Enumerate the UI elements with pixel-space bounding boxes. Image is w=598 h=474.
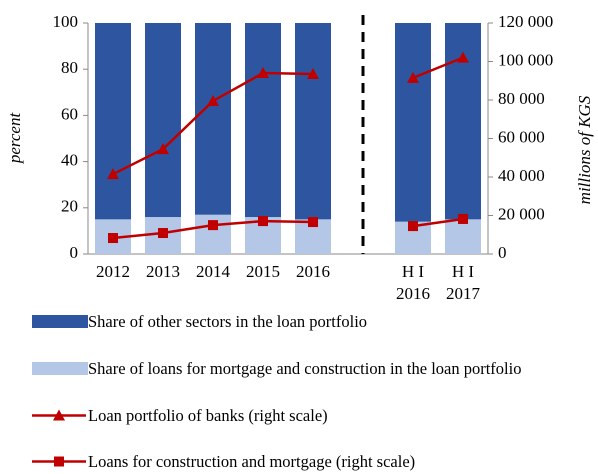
bar-segment xyxy=(445,219,481,254)
legend-label: Loans for construction and mortgage (rig… xyxy=(88,452,416,471)
marker xyxy=(258,216,268,227)
marker xyxy=(157,143,169,155)
y2-tick-label: 80 000 xyxy=(498,89,545,108)
y2-tick-label: 120 000 xyxy=(498,12,553,31)
y2-tick-label: 40 000 xyxy=(498,166,545,185)
legend-swatch xyxy=(30,311,110,332)
legend-icon xyxy=(32,409,86,421)
y2-tick-label: 0 xyxy=(498,243,507,262)
y2-tick-label: 60 000 xyxy=(498,127,545,146)
y-tick-label: 100 xyxy=(53,12,79,31)
legend-label: Loan portfolio of banks (right scale) xyxy=(88,406,328,425)
legend-box xyxy=(32,362,88,375)
legend-swatch xyxy=(30,451,110,472)
legend-entry: Share of other sectors in the loan portf… xyxy=(30,311,590,332)
legend-icon xyxy=(32,362,88,375)
marker xyxy=(108,233,118,244)
marker xyxy=(208,220,218,231)
x-tick-label: H I 2016 xyxy=(396,262,430,300)
legend-icon xyxy=(32,315,88,328)
marker xyxy=(207,94,219,106)
bar-segment xyxy=(245,23,281,218)
x-tick-label: 2015 xyxy=(246,262,280,281)
legend-swatch xyxy=(30,358,110,379)
x-tick-label: 2013 xyxy=(146,262,180,281)
x-tick-label: H I 2017 xyxy=(446,262,481,300)
marker xyxy=(407,71,419,83)
legend-entry: Share of loans for mortgage and construc… xyxy=(30,358,590,379)
marker xyxy=(107,168,119,180)
x-tick-label: 2016 xyxy=(296,262,330,281)
chart: percent millions of KGS 0 20 40 60 80 100 0 20 … xyxy=(5,12,594,300)
legend-label: Share of other sectors in the loan portf… xyxy=(88,312,368,331)
bar-segment xyxy=(95,23,131,220)
bar-segment xyxy=(195,23,231,215)
bar-segment xyxy=(295,23,331,220)
marker xyxy=(457,51,469,63)
line xyxy=(412,217,464,228)
legend-icon xyxy=(32,456,86,467)
marker xyxy=(257,67,269,79)
legend-marker xyxy=(54,456,64,467)
marker xyxy=(408,221,418,232)
y-tick-label: 60 xyxy=(61,104,78,123)
x-tick-label: 2012 xyxy=(96,262,130,281)
marker xyxy=(307,68,319,80)
y2-tick-label: 20 000 xyxy=(498,204,545,223)
y-tick-label: 20 xyxy=(61,197,78,216)
legend-entry: Loan portfolio of banks (right scale) xyxy=(30,405,590,426)
y-tick-label: 0 xyxy=(70,243,79,262)
y-tick-label: 40 xyxy=(61,151,78,170)
bar-segment xyxy=(395,23,431,222)
legend-box xyxy=(32,315,88,328)
y-tick-label: 80 xyxy=(61,58,78,77)
x-tick-label: 2014 xyxy=(196,262,231,281)
y-axis-label: percent xyxy=(5,112,24,165)
marker xyxy=(158,228,168,239)
bar-segment xyxy=(145,23,181,218)
legend-marker xyxy=(53,409,65,421)
legend-entry: Loans for construction and mortgage (rig… xyxy=(30,451,590,472)
legend-swatch xyxy=(30,405,110,426)
y2-tick-label: 100 000 xyxy=(498,50,553,69)
legend-label: Share of loans for mortgage and construc… xyxy=(88,359,522,378)
marker xyxy=(458,213,468,224)
y2-axis-label: millions of KGS xyxy=(575,95,594,204)
marker xyxy=(308,217,318,228)
line xyxy=(412,56,464,80)
